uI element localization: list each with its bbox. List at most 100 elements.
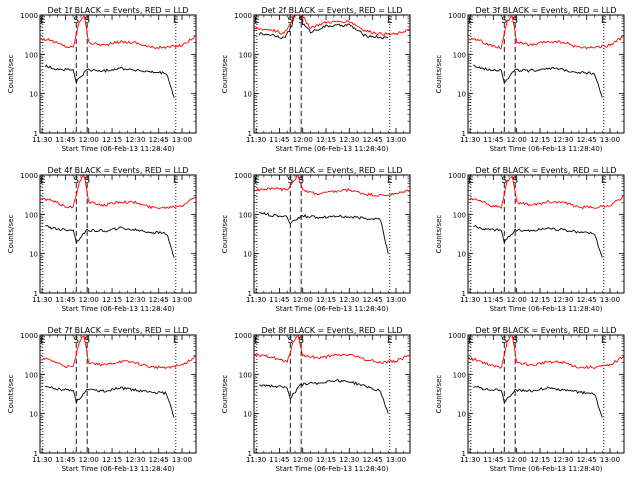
x-tick-label: 11:30 (246, 136, 266, 144)
x-axis-label: Start Time (06-Feb-13 11:28:40) (489, 145, 602, 153)
y-tick-label: 100 (25, 371, 38, 379)
marker-label: S (84, 336, 90, 346)
panel-6: Det 6f BLACK = Events, RED = LLD 1 10 100 10… (435, 166, 625, 313)
marker-label: E (601, 176, 607, 186)
y-axis-label: Counts/sec (435, 375, 443, 414)
x-tick-label: 12:45 (577, 296, 597, 304)
x-tick-label: 13:00 (386, 296, 406, 304)
x-tick-label: 12:45 (363, 296, 383, 304)
y-tick-label: 10 (29, 251, 38, 259)
marker-label: E (387, 336, 393, 346)
marker-label: S (287, 336, 293, 346)
x-tick-label: 12:00 (293, 456, 313, 464)
lld-series-line (39, 335, 197, 370)
x-tick-label: 11:45 (269, 296, 289, 304)
y-tick-label: 1000 (448, 332, 466, 340)
marker-label: S (501, 16, 507, 26)
marker-label: S (73, 16, 79, 26)
marker-label: E (601, 16, 607, 26)
x-axis-label: Start Time (06-Feb-13 11:28:40) (275, 145, 388, 153)
x-tick-label: 12:30 (553, 136, 573, 144)
x-tick-label: 12:00 (79, 296, 99, 304)
y-tick-label: 100 (25, 211, 38, 219)
marker-label: E (254, 336, 260, 346)
marker-label: E (254, 16, 260, 26)
y-axis-label: Counts/sec (7, 215, 15, 254)
x-axis-label: Start Time (06-Feb-13 11:28:40) (489, 465, 602, 473)
x-axis-label: Start Time (06-Feb-13 11:28:40) (61, 465, 174, 473)
x-tick-label: 12:15 (316, 456, 336, 464)
y-tick-label: 100 (239, 211, 252, 219)
y-axis-label: Counts/sec (221, 55, 229, 94)
plot-frame (39, 14, 197, 134)
x-tick-label: 12:00 (507, 296, 527, 304)
y-tick-label: 1000 (448, 12, 466, 20)
marker-label: E (173, 336, 179, 346)
y-tick-label: 1000 (234, 12, 252, 20)
plot-frame (253, 14, 411, 134)
y-tick-label: 10 (457, 91, 466, 99)
x-tick-label: 12:30 (339, 456, 359, 464)
x-axis-label: Start Time (06-Feb-13 11:28:40) (61, 305, 174, 313)
x-tick-label: 11:30 (246, 456, 266, 464)
x-tick-label: 11:30 (32, 296, 52, 304)
panel-title: Det 7f BLACK = Events, RED = LLD (47, 326, 188, 335)
marker-label: S (73, 176, 79, 186)
panel-title: Det 9f BLACK = Events, RED = LLD (475, 326, 616, 335)
x-axis-label: Start Time (06-Feb-13 11:28:40) (275, 305, 388, 313)
lld-series-line (253, 174, 411, 198)
y-tick-label: 10 (243, 411, 252, 419)
y-tick-label: 10 (457, 411, 466, 419)
y-axis-label: Counts/sec (435, 215, 443, 254)
events-series-line (45, 224, 175, 258)
marker-label: S (512, 336, 518, 346)
y-tick-label: 100 (239, 371, 252, 379)
x-tick-label: 13:00 (600, 296, 620, 304)
panel-9: Det 9f BLACK = Events, RED = LLD 1 10 100 10… (435, 326, 625, 473)
y-tick-label: 100 (453, 211, 466, 219)
panel-2: Det 2f BLACK = Events, RED = LLD 1 10 100 10… (221, 6, 411, 153)
lld-series-line (467, 15, 625, 50)
x-tick-label: 12:30 (125, 296, 145, 304)
x-tick-label: 11:30 (32, 136, 52, 144)
y-tick-label: 1000 (20, 172, 38, 180)
marker-label: S (298, 16, 304, 26)
x-tick-label: 12:15 (530, 456, 550, 464)
plot-frame (253, 174, 411, 294)
y-tick-label: 1 (248, 290, 252, 298)
lld-series-line (39, 175, 197, 210)
plot-frame (467, 14, 625, 134)
lld-series-line (253, 14, 411, 36)
panel-title: Det 8f BLACK = Events, RED = LLD (261, 326, 402, 335)
marker-label: S (512, 176, 518, 186)
plot-frame (39, 334, 197, 454)
x-axis-label: Start Time (06-Feb-13 11:28:40) (275, 465, 388, 473)
lld-series-line (253, 334, 411, 365)
x-tick-label: 12:00 (507, 136, 527, 144)
marker-label: E (468, 16, 474, 26)
x-tick-label: 11:30 (32, 456, 52, 464)
y-axis-label: Counts/sec (221, 215, 229, 254)
y-axis-label: Counts/sec (7, 375, 15, 414)
marker-label: E (254, 176, 260, 186)
x-tick-label: 13:00 (386, 136, 406, 144)
marker-label: E (387, 16, 393, 26)
events-series-line (45, 386, 175, 418)
y-axis-label: Counts/sec (435, 55, 443, 94)
y-tick-label: 1000 (20, 332, 38, 340)
events-series-line (259, 211, 389, 254)
x-tick-label: 12:45 (363, 456, 383, 464)
x-tick-label: 11:45 (55, 456, 75, 464)
x-tick-label: 12:15 (102, 136, 122, 144)
marker-label: S (501, 176, 507, 186)
marker-label: S (298, 176, 304, 186)
y-tick-label: 1000 (234, 172, 252, 180)
panel-8: Det 8f BLACK = Events, RED = LLD 1 10 100 10… (221, 326, 411, 473)
x-tick-label: 12:00 (507, 456, 527, 464)
x-axis-label: Start Time (06-Feb-13 11:28:40) (489, 305, 602, 313)
y-tick-label: 1 (248, 130, 252, 138)
y-tick-label: 1 (34, 130, 38, 138)
x-tick-label: 12:00 (293, 136, 313, 144)
x-tick-label: 11:45 (269, 456, 289, 464)
panel-title: Det 1f BLACK = Events, RED = LLD (47, 6, 188, 15)
